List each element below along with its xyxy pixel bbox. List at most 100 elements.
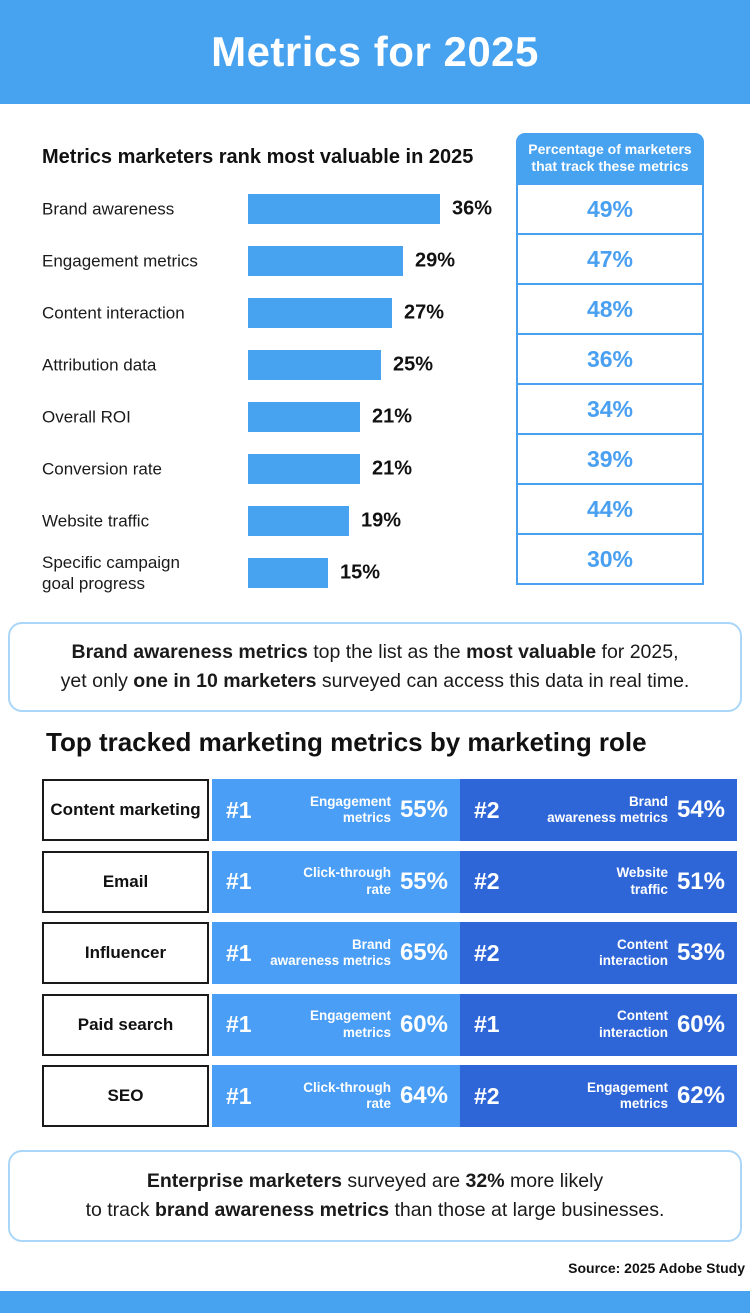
metric-cell-first: #1 Click-through rate 55% <box>212 850 460 913</box>
metric-pct: 53% <box>676 939 725 966</box>
chart-label: Brand awareness <box>42 199 175 219</box>
chart-label: Attribution data <box>42 355 157 375</box>
chart-row: Overall ROI 21% <box>0 391 750 443</box>
chart-bar <box>248 454 360 484</box>
chart-value: 25% <box>393 353 434 376</box>
infographic-title: Metrics for 2025 <box>211 28 539 75</box>
metric-cell-first: #1 Brand awareness metrics 65% <box>212 922 460 984</box>
metric-pct: 62% <box>676 1082 725 1109</box>
tracked-cell: 44% <box>516 483 704 535</box>
role-cell: Email <box>42 850 209 913</box>
metric-label: Content interaction <box>598 1008 668 1040</box>
metric-pct: 51% <box>676 867 725 895</box>
metric-label: Brand awareness metrics <box>270 936 391 968</box>
metric-label: Engagement metrics <box>309 1008 391 1040</box>
callout-line: to track brand awareness metrics than th… <box>85 1199 665 1221</box>
tracked-metrics-column: Percentage of marketers that track these… <box>516 133 704 585</box>
metric-cell-first: #1 Engagement metrics 55% <box>212 779 460 841</box>
chart-bar <box>248 246 403 276</box>
tracked-column-cells: 49% 47% 48% 36% 34% 39% 44% 30% <box>516 183 704 585</box>
chart-row: Specific campaign goal progress 15% <box>0 547 750 599</box>
role-cell: Content marketing <box>42 779 209 841</box>
callout-brand-awareness: Brand awareness metrics top the list as … <box>8 622 742 712</box>
metric-pct: 60% <box>676 1010 725 1038</box>
callout-line: Enterprise marketers surveyed are 32% mo… <box>146 1169 604 1192</box>
source-credit: Source: 2025 Adobe Study <box>568 1260 745 1276</box>
metric-cell-second: #2 Brand awareness metrics 54% <box>460 779 737 841</box>
metric-pct: 54% <box>676 796 725 823</box>
chart-row: Attribution data 25% <box>0 339 750 391</box>
tracked-cell: 36% <box>516 333 704 385</box>
chart-row: Conversion rate 21% <box>0 443 750 495</box>
callout-enterprise: Enterprise marketers surveyed are 32% mo… <box>8 1150 742 1242</box>
chart-row: Engagement metrics 29% <box>0 235 750 287</box>
chart-value: 36% <box>452 197 493 220</box>
valuable-metrics-chart: Brand awareness 36% Engagement metrics 29% C… <box>0 183 750 599</box>
top-bar: Metrics for 2025 <box>0 0 750 104</box>
metric-pct: 65% <box>399 939 448 966</box>
role-row: SEO #1 Click-through rate 64% #2 Engagement m… <box>42 1065 737 1127</box>
chart-bar <box>248 558 328 588</box>
role-row: Influencer #1 Brand awareness metrics 65% #2… <box>42 922 737 984</box>
roles-title: Top tracked marketing metrics by marketi… <box>46 727 647 757</box>
rank-label: #1 <box>226 1011 252 1037</box>
metric-cell-second: #2 Content interaction 53% <box>460 922 737 984</box>
chart-label: Website traffic <box>42 511 150 531</box>
metric-pct: 55% <box>399 796 448 823</box>
rank-label: #2 <box>474 1082 500 1109</box>
role-row: Email #1 Click-through rate 55% #2 Website tr… <box>42 850 737 913</box>
tracked-cell: 30% <box>516 533 704 585</box>
metric-label: Click-through rate <box>303 1079 391 1111</box>
rank-label: #1 <box>474 1011 500 1037</box>
bottom-bar <box>0 1291 750 1313</box>
rank-label: #1 <box>226 868 252 894</box>
callout-line: Brand awareness metrics top the list as … <box>71 640 679 663</box>
metric-cell-second: #2 Engagement metrics 62% <box>460 1065 737 1127</box>
metric-label: Website traffic <box>616 865 668 897</box>
metric-label: Engagement metrics <box>309 793 391 825</box>
chart-bar <box>248 194 440 224</box>
rank-label: #1 <box>226 939 252 966</box>
metric-pct: 55% <box>399 867 448 895</box>
chart-row: Content interaction 27% <box>0 287 750 339</box>
chart-value: 15% <box>340 561 381 584</box>
metric-label: Content interaction <box>598 936 668 968</box>
tracked-column-header: Percentage of marketers that track these… <box>516 133 704 183</box>
chart-value: 21% <box>372 457 413 480</box>
chart-row: Website traffic 19% <box>0 495 750 547</box>
chart-bar <box>248 298 392 328</box>
metric-cell-second: #2 Website traffic 51% <box>460 850 737 913</box>
callout-line: yet only one in 10 marketers surveyed ca… <box>60 670 690 692</box>
tracked-cell: 47% <box>516 233 704 285</box>
metric-cell-second: #1 Content interaction 60% <box>460 993 737 1056</box>
roles-table: Content marketing #1 Engagement metrics 55%… <box>42 779 737 1127</box>
metric-pct: 64% <box>399 1082 448 1109</box>
chart-bar <box>248 506 349 536</box>
rank-label: #2 <box>474 939 500 966</box>
chart-label: Engagement metrics <box>42 251 198 271</box>
role-cell: SEO <box>42 1065 209 1127</box>
chart-value: 27% <box>404 301 445 324</box>
tracked-cell: 39% <box>516 433 704 485</box>
metric-label: Engagement metrics <box>586 1079 668 1111</box>
chart-label: Content interaction <box>42 303 185 323</box>
tracked-cell: 48% <box>516 283 704 335</box>
tracked-cell: 34% <box>516 383 704 435</box>
rank-label: #1 <box>226 796 252 823</box>
chart-label: Overall ROI <box>42 407 131 427</box>
role-cell: Paid search <box>42 993 209 1056</box>
rank-label: #1 <box>226 1082 252 1109</box>
rank-label: #2 <box>474 868 500 894</box>
chart-row: Brand awareness 36% <box>0 183 750 235</box>
metric-cell-first: #1 Engagement metrics 60% <box>212 993 460 1056</box>
chart-value: 29% <box>415 249 456 272</box>
role-row: Content marketing #1 Engagement metrics 55%… <box>42 779 737 841</box>
tracked-cell: 49% <box>516 183 704 235</box>
chart-label: Conversion rate <box>42 459 163 479</box>
role-cell: Influencer <box>42 922 209 984</box>
rank-label: #2 <box>474 796 500 823</box>
role-row: Paid search #1 Engagement metrics 60% #1 Cont… <box>42 993 737 1056</box>
chart-label: Specific campaign goal progress <box>42 552 180 593</box>
chart-value: 19% <box>361 509 402 532</box>
chart-value: 21% <box>372 405 413 428</box>
